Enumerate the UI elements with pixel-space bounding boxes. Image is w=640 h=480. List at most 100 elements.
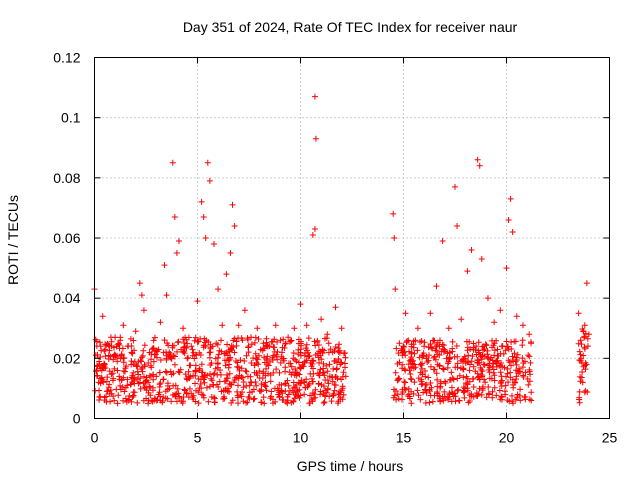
data-point xyxy=(576,357,583,364)
x-tick-label: 0 xyxy=(91,430,99,446)
data-point xyxy=(165,351,172,358)
data-point xyxy=(182,371,189,378)
data-point xyxy=(215,383,222,390)
data-point xyxy=(493,357,500,364)
data-point xyxy=(424,358,431,365)
data-point xyxy=(234,394,241,401)
data-point xyxy=(186,375,193,382)
data-point xyxy=(460,384,467,391)
data-point xyxy=(427,310,434,317)
data-point xyxy=(481,361,488,368)
data-point xyxy=(310,370,317,377)
data-point xyxy=(322,393,329,400)
data-point xyxy=(319,349,326,356)
data-point xyxy=(183,344,190,351)
data-point xyxy=(454,222,461,229)
data-point xyxy=(580,328,587,335)
data-point xyxy=(445,358,452,365)
data-point xyxy=(581,322,588,329)
data-point xyxy=(240,398,247,405)
data-point xyxy=(333,359,340,366)
data-point xyxy=(267,395,274,402)
data-point xyxy=(208,375,215,382)
data-point xyxy=(145,379,152,386)
data-point xyxy=(136,280,143,287)
data-point xyxy=(130,337,137,344)
data-point xyxy=(157,393,164,400)
data-point xyxy=(191,337,198,344)
data-point xyxy=(458,316,465,323)
data-point xyxy=(277,359,284,366)
data-point xyxy=(200,394,207,401)
data-point xyxy=(402,310,409,317)
data-point xyxy=(396,340,403,347)
data-point xyxy=(186,385,193,392)
data-point xyxy=(101,361,108,368)
data-point xyxy=(195,338,202,345)
data-point xyxy=(96,339,103,346)
data-point xyxy=(420,350,427,357)
data-point xyxy=(505,379,512,386)
data-point xyxy=(255,335,262,342)
data-point xyxy=(228,342,235,349)
data-point xyxy=(128,381,135,388)
data-point xyxy=(245,393,252,400)
data-points xyxy=(91,93,592,407)
data-point xyxy=(478,256,485,263)
data-point xyxy=(504,370,511,377)
data-point xyxy=(207,361,214,368)
data-point xyxy=(303,341,310,348)
data-point xyxy=(96,387,103,394)
data-point xyxy=(235,400,242,407)
data-point xyxy=(202,339,209,346)
data-point xyxy=(302,384,309,391)
data-point xyxy=(184,355,191,362)
data-point xyxy=(331,347,338,354)
data-point xyxy=(312,135,319,142)
data-point xyxy=(264,342,271,349)
data-point xyxy=(111,365,118,372)
data-point xyxy=(248,334,255,341)
data-point xyxy=(584,343,591,350)
data-point xyxy=(490,366,497,373)
data-point xyxy=(497,307,504,314)
data-point xyxy=(114,358,121,365)
data-point xyxy=(519,322,526,329)
data-point xyxy=(311,225,318,232)
data-point xyxy=(399,388,406,395)
data-point xyxy=(250,396,257,403)
data-point xyxy=(254,356,261,363)
data-point xyxy=(307,392,314,399)
data-point xyxy=(282,399,289,406)
data-point xyxy=(238,365,245,372)
data-point xyxy=(276,369,283,376)
data-point xyxy=(414,387,421,394)
data-point xyxy=(474,356,481,363)
data-point xyxy=(138,358,145,365)
data-point xyxy=(241,358,248,365)
data-point xyxy=(309,375,316,382)
data-point xyxy=(168,398,175,405)
data-point xyxy=(332,304,339,311)
data-point xyxy=(513,354,520,361)
data-point xyxy=(246,389,253,396)
data-point xyxy=(150,371,157,378)
data-point xyxy=(195,389,202,396)
data-point xyxy=(246,395,253,402)
data-point xyxy=(514,351,521,358)
data-point xyxy=(320,400,327,407)
data-point xyxy=(418,381,425,388)
data-point xyxy=(467,346,474,353)
data-point xyxy=(405,385,412,392)
data-point xyxy=(336,341,343,348)
data-point xyxy=(200,392,207,399)
data-point xyxy=(501,388,508,395)
data-point xyxy=(149,346,156,353)
data-point xyxy=(461,394,468,401)
data-point xyxy=(171,361,178,368)
data-point xyxy=(168,355,175,362)
data-point xyxy=(342,354,349,361)
data-point xyxy=(342,373,349,380)
data-point xyxy=(322,387,329,394)
data-point xyxy=(174,348,181,355)
